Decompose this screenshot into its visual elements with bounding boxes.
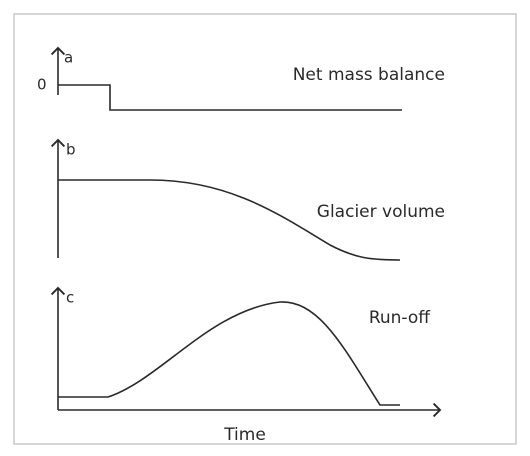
panel-title: Net mass balance <box>293 65 445 85</box>
panel-letter: c <box>66 289 74 307</box>
x-axis-label: Time <box>223 425 266 445</box>
frame <box>13 13 517 445</box>
panel-title: Run-off <box>369 308 431 328</box>
run-off-curve <box>58 301 400 406</box>
glacier-volume-curve <box>58 179 401 261</box>
zero-label: 0 <box>37 76 47 94</box>
net-mass-balance-curve <box>58 84 402 111</box>
panel-letter: b <box>66 141 76 159</box>
panel-letter: a <box>64 49 73 67</box>
panel-title: Glacier volume <box>317 202 445 222</box>
